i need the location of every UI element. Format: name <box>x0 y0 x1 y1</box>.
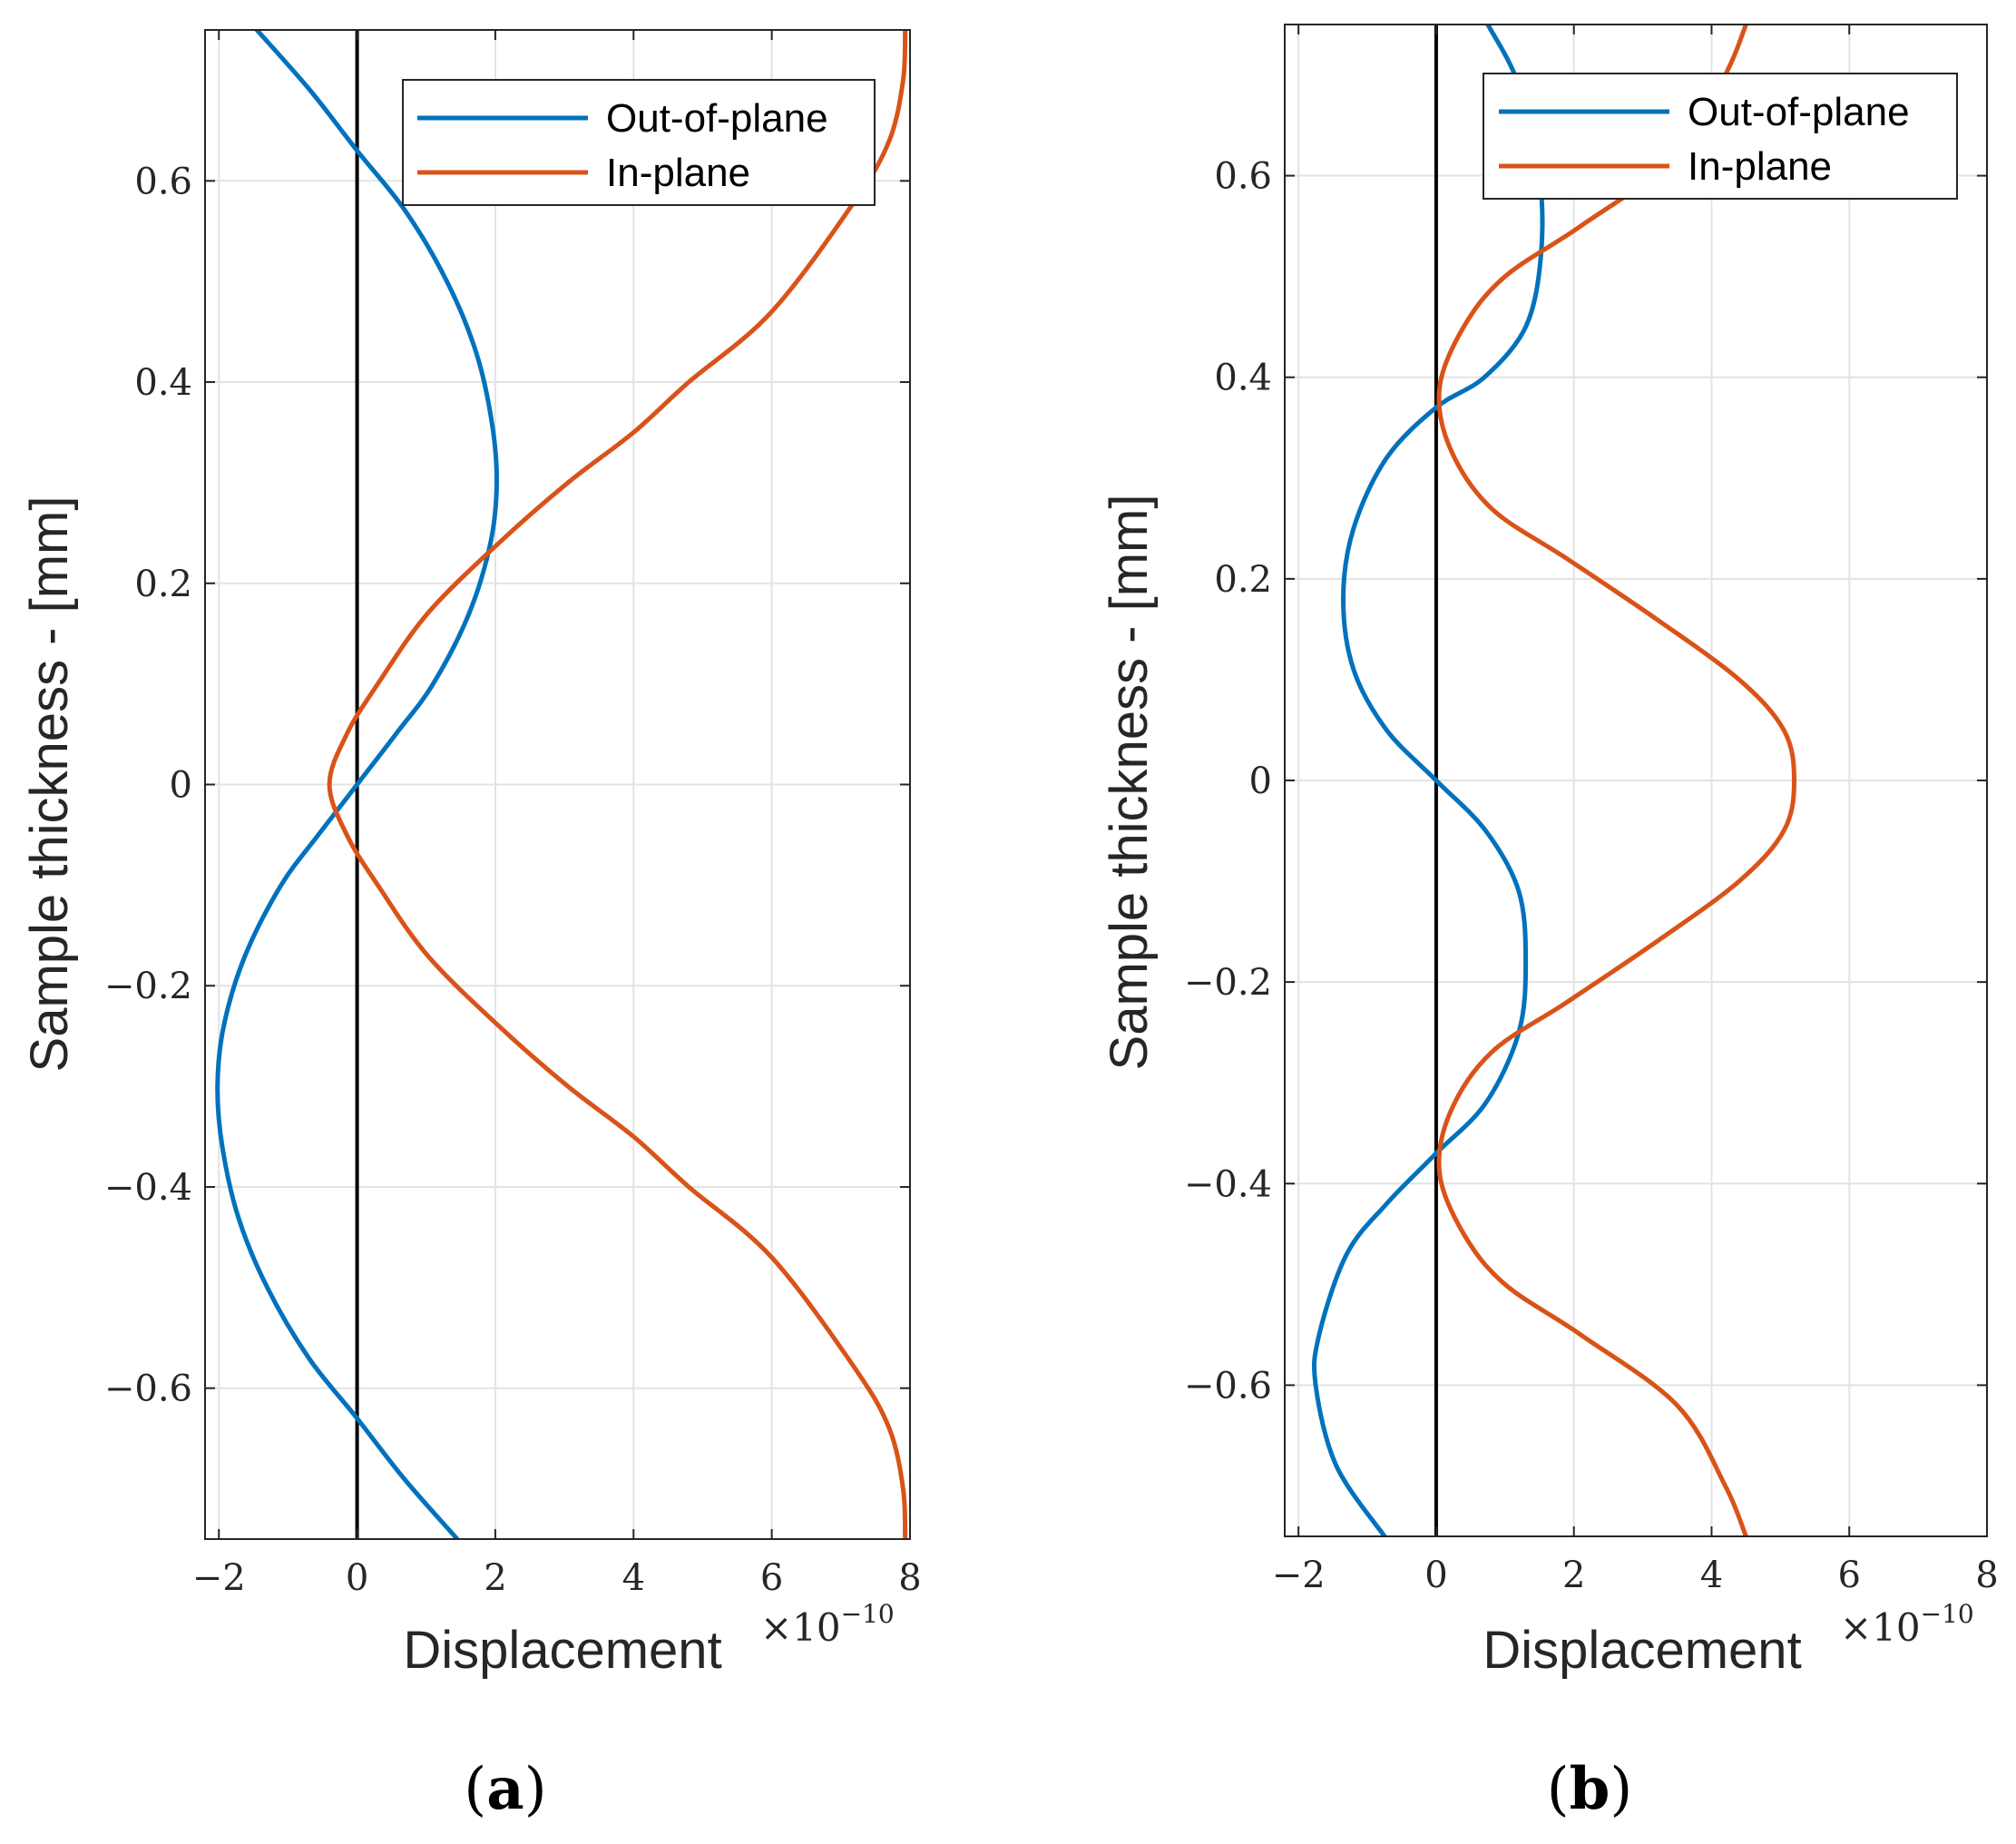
x-tick-label: 0 <box>1424 1555 1447 1596</box>
y-tick-label: −0.2 <box>104 966 192 1007</box>
panel-letter-b: b <box>1570 1755 1610 1823</box>
y-tick-label: −0.4 <box>104 1167 192 1209</box>
y-tick-label: 0.2 <box>134 564 192 605</box>
y-axis-label-b: Sample thickness - [mm] <box>1100 495 1159 1071</box>
x-axis-label-a: Displacement <box>403 1621 721 1680</box>
legend-label-out-of-plane-a: Out-of-plane <box>606 96 828 141</box>
y-tick-label: 0.4 <box>134 362 192 404</box>
y-tick-label: −0.2 <box>1184 962 1272 1004</box>
grid-b <box>1285 25 1988 1536</box>
x-tick-label: 6 <box>760 1557 783 1599</box>
y-tick-label: −0.4 <box>1184 1163 1272 1205</box>
legend-label-in-plane-a: In-plane <box>606 151 750 195</box>
x-tick-label: 4 <box>1700 1555 1723 1596</box>
series-line-in-plane <box>1436 25 1796 1536</box>
chart-panel-a: −2 0 2 4 6 8 −0.6 −0.4 −0.2 0 0.2 0.4 0.6 Out-of-pla… <box>20 29 922 1823</box>
y-tick-label: −0.6 <box>104 1368 192 1410</box>
series-line-out-of-plane <box>1311 25 1545 1536</box>
x-multiplier-exponent-a: −10 <box>841 1599 895 1629</box>
y-tick-label: 0.2 <box>1214 559 1272 601</box>
y-tick-label: 0 <box>1249 760 1272 802</box>
series-group-b <box>1311 25 1796 1536</box>
x-tick-label: 8 <box>898 1557 921 1599</box>
panel-label-b: (b) <box>1547 1755 1633 1823</box>
x-axis-label-b: Displacement <box>1483 1621 1801 1680</box>
x-tick-label: −2 <box>1272 1555 1326 1596</box>
series-group-a <box>215 30 908 1539</box>
x-multiplier-exponent-b: −10 <box>1921 1599 1974 1629</box>
ticks-a: −2 0 2 4 6 8 −0.6 −0.4 −0.2 0 0.2 0.4 0.6 <box>104 30 922 1599</box>
legend-b: Out-of-plane In-plane <box>1483 73 1958 200</box>
x-tick-label: 4 <box>622 1557 645 1599</box>
panel-label-a: (a) <box>464 1755 546 1823</box>
x-multiplier-base-b: ×10 <box>1840 1605 1921 1650</box>
y-tick-label: 0.4 <box>1214 358 1272 399</box>
x-multiplier-base-a: ×10 <box>760 1605 841 1650</box>
legend-label-in-plane-b: In-plane <box>1688 144 1832 189</box>
x-tick-label: 2 <box>1562 1555 1585 1596</box>
grid-a <box>205 30 911 1539</box>
legend-box-a <box>402 79 876 206</box>
x-multiplier-b: ×10−10 <box>1840 1599 1974 1650</box>
y-axis-label-a: Sample thickness - [mm] <box>20 496 79 1073</box>
series-line-out-of-plane <box>215 30 500 1539</box>
panel-letter-a: a <box>486 1755 524 1823</box>
x-multiplier-a: ×10−10 <box>760 1599 895 1650</box>
legend-label-out-of-plane-b: Out-of-plane <box>1688 90 1910 134</box>
legend-a: Out-of-plane In-plane <box>402 79 876 206</box>
y-tick-label: 0.6 <box>1214 156 1272 198</box>
series-line-in-plane <box>327 30 908 1539</box>
y-tick-label: 0 <box>170 765 192 807</box>
ticks-b: −2 0 2 4 6 8 −0.6 −0.4 −0.2 0 0.2 0.4 0.6 <box>1184 25 1999 1596</box>
legend-box-b <box>1483 73 1958 200</box>
x-tick-label: 2 <box>484 1557 506 1599</box>
chart-panel-b: −2 0 2 4 6 8 −0.6 −0.4 −0.2 0 0.2 0.4 0.6 Out-of-pla… <box>1100 24 1999 1823</box>
y-tick-label: −0.6 <box>1184 1365 1272 1407</box>
y-tick-label: 0.6 <box>134 161 192 202</box>
x-tick-label: −2 <box>192 1557 246 1599</box>
x-tick-label: 8 <box>1975 1555 1998 1596</box>
x-tick-label: 6 <box>1838 1555 1861 1596</box>
x-tick-label: 0 <box>346 1557 368 1599</box>
